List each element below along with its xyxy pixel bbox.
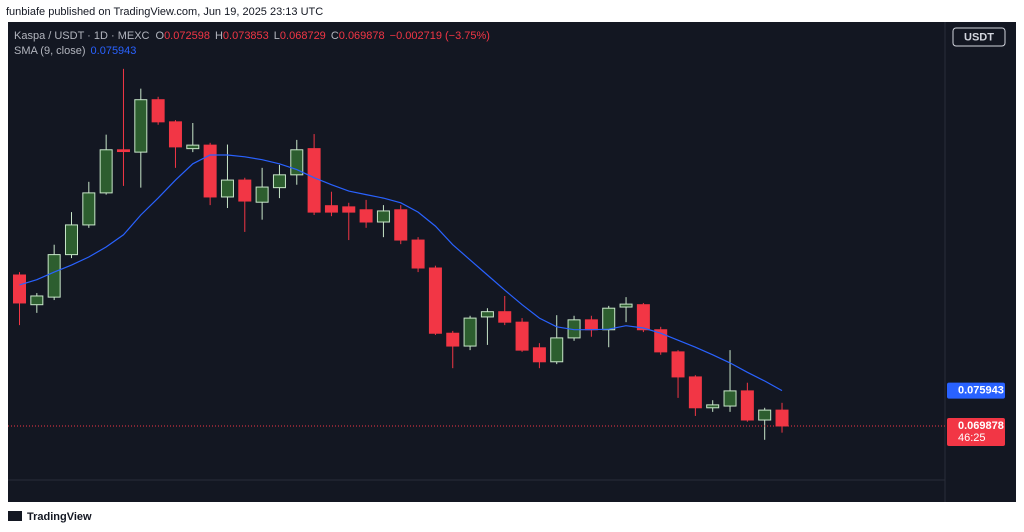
candle-body <box>706 404 720 409</box>
legend-sma: SMA (9, close) 0.075943 <box>14 45 136 57</box>
close-value: 0.069878 <box>339 30 385 42</box>
candle-body <box>272 174 286 189</box>
sma-price-label: 0.075943 <box>958 385 1004 397</box>
candle-body <box>134 99 148 153</box>
candle-body <box>775 409 789 427</box>
candle-body <box>359 209 373 223</box>
candle-body <box>307 148 321 213</box>
close-price-tag <box>947 417 1005 446</box>
plot: 0.0650000.0700000.0750000.0800000.085000… <box>13 68 789 440</box>
candle-body <box>13 274 26 304</box>
candle-body <box>342 206 356 213</box>
sma-line <box>19 154 783 392</box>
candle-body <box>463 317 477 347</box>
sma-price-tag <box>947 382 1005 399</box>
currency-button[interactable] <box>952 27 1006 47</box>
sma-value: 0.075943 <box>91 45 137 57</box>
low-key: L <box>274 30 280 42</box>
candle-body <box>740 390 754 421</box>
candle-body <box>723 390 737 407</box>
high-value: 0.073853 <box>223 30 269 42</box>
candle-body <box>168 121 182 148</box>
candle-body <box>480 311 494 318</box>
candle-body <box>30 295 44 306</box>
candle-body <box>411 239 425 269</box>
candle-body <box>238 179 252 202</box>
candle-body <box>515 321 529 351</box>
candle-body <box>498 311 512 323</box>
brand-logo: TradingView <box>8 511 92 523</box>
chart-panel <box>8 22 1016 502</box>
candle-body <box>82 192 96 226</box>
open-key: O <box>156 30 165 42</box>
candle-body <box>324 205 338 213</box>
candle-body <box>550 337 564 363</box>
candle-body <box>758 409 772 421</box>
open-value: 0.072598 <box>164 30 210 42</box>
candle-body <box>394 209 408 241</box>
candle-body <box>602 307 616 331</box>
candle-body <box>116 149 130 153</box>
low-value: 0.068729 <box>280 30 326 42</box>
brand-name: TradingView <box>27 511 92 523</box>
countdown-label: 46:25 <box>958 432 986 444</box>
sma-name: SMA (9, close) <box>14 45 86 57</box>
candle-body <box>446 332 460 347</box>
publish-note: funbiafe published on TradingView.com, J… <box>6 6 323 18</box>
candle-body <box>428 267 442 334</box>
candle-body <box>532 347 546 363</box>
candle-body <box>47 254 61 298</box>
close-key: C <box>331 30 339 42</box>
currency-label: USDT <box>964 31 994 43</box>
close-price-label: 0.069878 <box>958 420 1004 432</box>
logo-icon <box>8 511 22 521</box>
candle-body <box>584 319 598 331</box>
candle-body <box>619 303 633 308</box>
candle-body <box>186 144 200 150</box>
candle-body <box>688 376 702 409</box>
candle-body <box>654 329 668 353</box>
candle-body <box>99 149 113 194</box>
change-value: −0.002719 (−3.75%) <box>390 30 490 42</box>
legend-main: Kaspa / USDT · 1D · MEXC O0.072598 H0.0738… <box>14 30 490 42</box>
high-key: H <box>215 30 223 42</box>
candle-body <box>376 210 390 223</box>
pair-label: Kaspa / USDT · 1D · MEXC <box>14 30 150 42</box>
candle-body <box>636 304 650 331</box>
candle-body <box>203 144 217 198</box>
candle-body <box>151 99 165 123</box>
candle-body <box>671 351 685 378</box>
candle-body <box>255 186 269 203</box>
candle-body <box>220 179 234 198</box>
candle-body <box>64 224 78 256</box>
